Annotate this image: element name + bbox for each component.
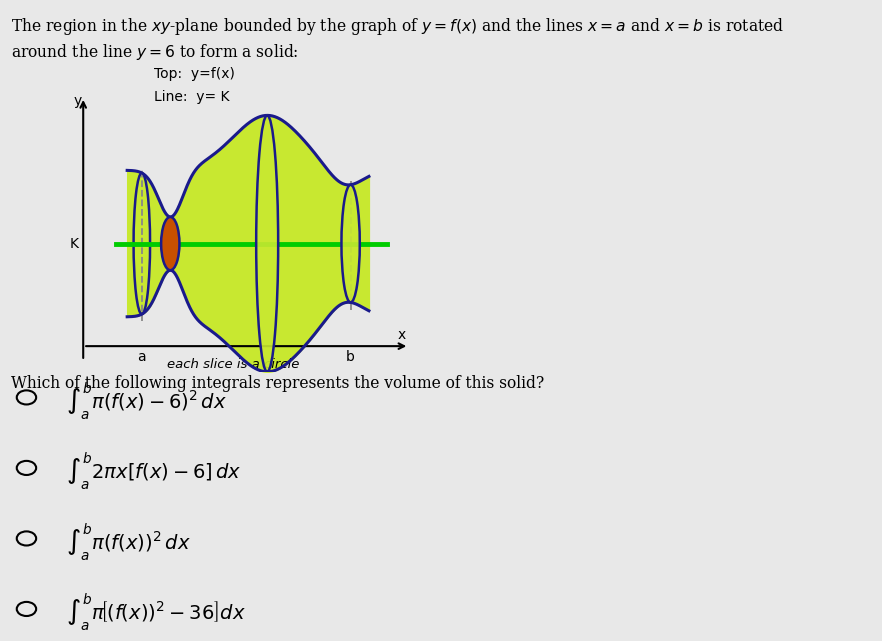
Ellipse shape [161, 217, 179, 271]
Text: Line:  y= K: Line: y= K [154, 90, 230, 104]
Text: Which of the following integrals represents the volume of this solid?: Which of the following integrals represe… [11, 375, 545, 392]
Text: $\int_a^b 2\pi x[f(x) - 6] \, dx$: $\int_a^b 2\pi x[f(x) - 6] \, dx$ [66, 451, 242, 492]
Text: $\int_a^b \pi(f(x))^2 \, dx$: $\int_a^b \pi(f(x))^2 \, dx$ [66, 521, 191, 563]
Text: each slice is a circle: each slice is a circle [168, 358, 300, 371]
Text: y: y [73, 94, 82, 108]
Text: around the line $y = 6$ to form a solid:: around the line $y = 6$ to form a solid: [11, 42, 299, 62]
Text: $\int_a^b \pi(f(x) - 6)^2 \, dx$: $\int_a^b \pi(f(x) - 6)^2 \, dx$ [66, 380, 228, 422]
Text: x: x [398, 328, 406, 342]
Text: a: a [138, 350, 146, 364]
Ellipse shape [256, 115, 278, 372]
Text: The region in the $xy$-plane bounded by the graph of $y = f(x)$ and the lines $x: The region in the $xy$-plane bounded by … [11, 16, 785, 37]
Text: Top:  y=f(x): Top: y=f(x) [154, 67, 235, 81]
Text: K: K [70, 237, 78, 251]
Text: $\int_a^b \pi\!\left[(f(x))^2 - 36\right] dx$: $\int_a^b \pi\!\left[(f(x))^2 - 36\right… [66, 592, 246, 633]
Ellipse shape [133, 173, 150, 314]
Text: b: b [346, 350, 355, 364]
Ellipse shape [341, 185, 360, 303]
